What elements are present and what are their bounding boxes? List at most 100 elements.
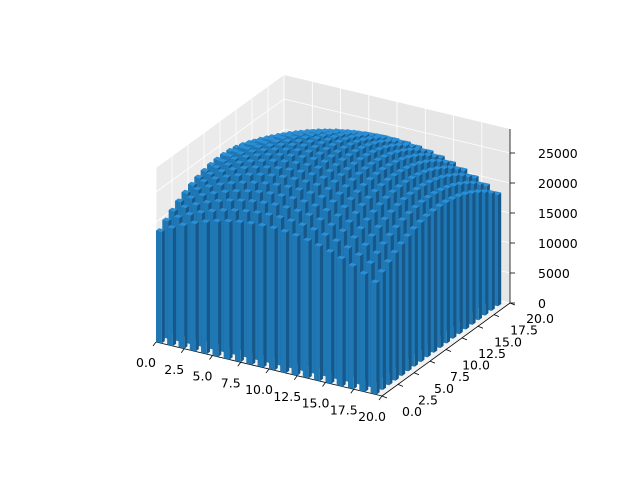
bar-face-top [348, 262, 357, 267]
bar-face-top [381, 195, 391, 199]
x-tick-label: 7.5 [221, 375, 241, 390]
bar-face-front [201, 221, 207, 355]
bar-face-top [269, 225, 278, 230]
bar [167, 225, 177, 347]
bar-face-top [265, 191, 275, 195]
bar-face-top [365, 260, 375, 264]
bar-face-top [212, 218, 222, 223]
bar-face-top [385, 232, 394, 237]
bar-face-top [296, 169, 305, 173]
x-tick-label: 5.0 [193, 369, 213, 384]
bar-face-top [402, 165, 412, 170]
bar-face-top [272, 182, 281, 187]
bar-face-right [402, 242, 406, 376]
bars [156, 128, 502, 395]
bar-face-top [460, 191, 470, 195]
bar-face-top [241, 154, 250, 158]
x-tick-mark [152, 341, 157, 347]
bar-face-top [453, 193, 463, 197]
z-tick-label: 15000 [538, 206, 578, 221]
bar-face-top [370, 188, 380, 193]
bar-face-right [414, 227, 418, 367]
bar [314, 242, 324, 382]
bar-face-top [362, 217, 372, 221]
bar-face-top [294, 187, 304, 191]
bar-face-top [320, 159, 329, 163]
y-tick-label: 20.0 [526, 311, 554, 326]
bar-face-top [331, 162, 341, 167]
bar-face-top [363, 195, 373, 199]
y-tick-label: 7.5 [450, 369, 470, 384]
bar-face-top [424, 179, 434, 184]
bar [235, 219, 244, 363]
bar-face-top [384, 162, 394, 167]
bar-face-top [241, 208, 251, 213]
bar-face-top [402, 233, 412, 237]
bar-face-front [291, 235, 298, 376]
bar-face-top [344, 152, 354, 157]
bar-face-front [235, 221, 241, 363]
bar-face-top [386, 151, 395, 156]
z-tick-label: 10000 [538, 236, 578, 251]
bar-face-top [162, 217, 172, 222]
bar-face-top [178, 222, 188, 227]
bar-face-top [328, 142, 337, 147]
bar-face-right [466, 192, 470, 330]
x-tick-label: 12.5 [273, 389, 301, 404]
bar-face-right [195, 221, 199, 352]
bar-face-top [262, 165, 272, 169]
bar-face-top [378, 166, 388, 171]
bar-face-right [184, 223, 188, 349]
bar-face-top [275, 152, 284, 157]
bar-face-top [370, 279, 380, 284]
y-tick-label: 2.5 [418, 392, 438, 407]
bar-face-top [255, 172, 265, 176]
bar-face-front [257, 225, 264, 368]
bar-face-top [293, 208, 302, 213]
bar-face-top [173, 214, 183, 219]
bar-face-top [407, 175, 417, 180]
bar-face-right [485, 190, 489, 316]
bar-face-right [459, 194, 463, 335]
bar-face-top [334, 191, 344, 195]
bar-face-top [191, 201, 201, 206]
y-tick-label: 12.5 [478, 346, 506, 361]
bar-face-top [260, 181, 270, 185]
bar-face-front [280, 231, 286, 374]
bar-face-top [336, 172, 346, 177]
bar-face-top [304, 149, 313, 153]
bar-face-top [409, 225, 418, 230]
bar-face-right [286, 230, 290, 374]
bar-face-top [447, 196, 457, 200]
bar-face-top [244, 172, 254, 176]
bar-face-top [316, 140, 326, 145]
bar-face-top [359, 182, 368, 187]
bar-face-top [275, 214, 285, 219]
bar-face-top [394, 184, 404, 188]
bar-face-top [323, 137, 333, 141]
bar-face-top [235, 219, 244, 224]
bar-face-top [199, 178, 209, 183]
bar-face-top [299, 143, 308, 147]
bar-face-top [313, 165, 323, 169]
bar-face-right [252, 222, 256, 365]
bar-face-top [167, 225, 177, 229]
bar-face-top [257, 222, 267, 227]
bar-face-top [223, 162, 233, 166]
z-tick-label: 5000 [538, 266, 570, 281]
y-tick-label: 0.0 [402, 404, 422, 419]
bar [269, 225, 278, 371]
x-tick-label: 10.0 [245, 382, 273, 397]
bar-face-top [312, 182, 322, 187]
x-tick-label: 17.5 [330, 402, 358, 417]
y-tick-mark [445, 349, 452, 352]
bar-face-top [270, 147, 279, 151]
bar-face-top [336, 255, 346, 260]
bar [189, 220, 199, 352]
bar-face-top [231, 148, 241, 153]
bar-face-front [178, 224, 185, 349]
bar-face-top [273, 165, 283, 170]
bar [156, 228, 165, 344]
x-tick-mark [350, 389, 355, 394]
